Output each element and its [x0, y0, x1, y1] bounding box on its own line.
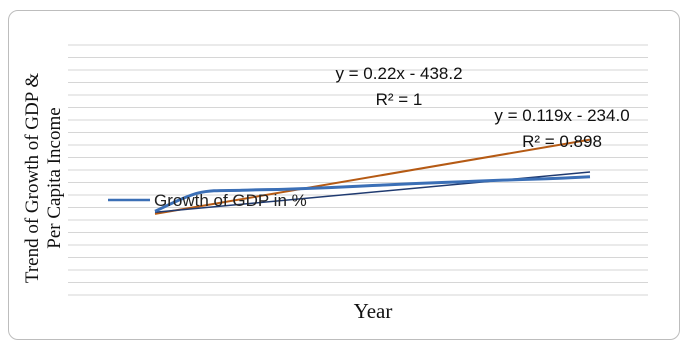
trendline-1-r2: R² = 1 — [376, 90, 423, 109]
trendline-1-equation: y = 0.22x - 438.2 — [335, 64, 462, 83]
x-axis-label: Year — [354, 299, 393, 323]
trendline-1 — [154, 138, 591, 215]
trendline-2-equation: y = 0.119x - 234.0 — [494, 106, 629, 125]
trendline-2-r2: R² = 0.898 — [522, 132, 602, 151]
chart-frame — [8, 10, 680, 340]
y-axis-label-line2: Per Capita Income — [44, 107, 65, 248]
series-line-1 — [154, 175, 591, 213]
y-axis-label-line1: Trend of Growth of GDP & — [22, 73, 43, 283]
legend-label: Growth of GDP in % — [154, 191, 307, 210]
data-series — [154, 175, 591, 213]
